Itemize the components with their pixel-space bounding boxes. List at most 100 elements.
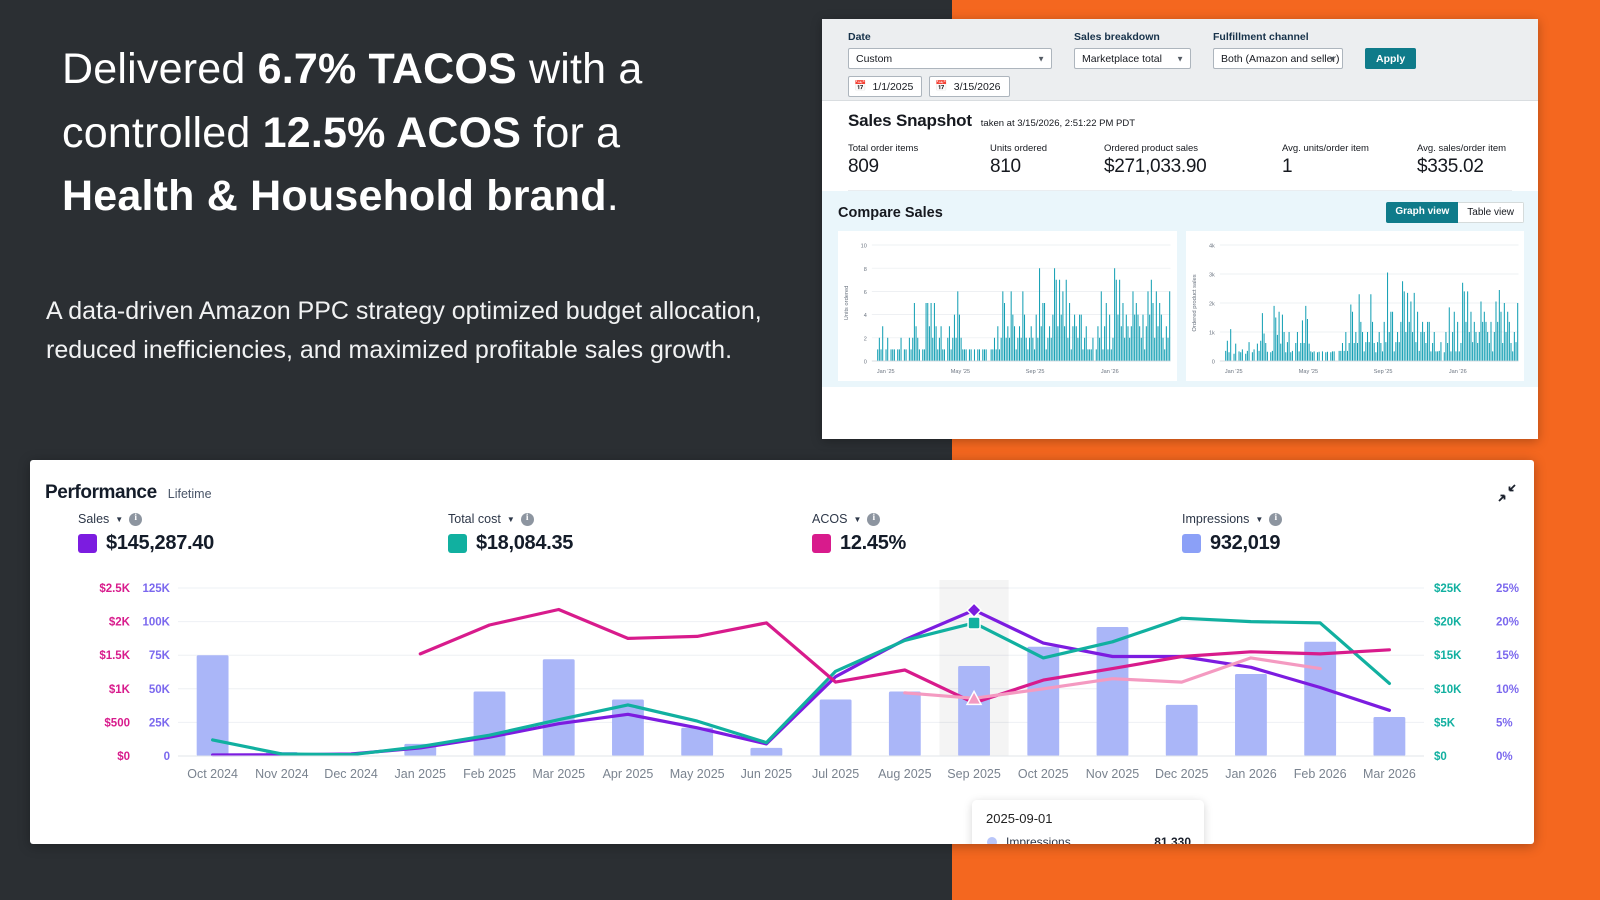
svg-text:Jan '25: Jan '25 [1224,369,1242,375]
kpi-label[interactable]: ACOS [812,512,848,526]
x-axis-tick-label: Nov 2024 [255,767,309,781]
svg-text:$0: $0 [1434,751,1447,763]
svg-text:25K: 25K [149,717,171,729]
performance-range-label: Lifetime [167,487,212,501]
metric-label: Avg. sales/order item [1417,143,1507,154]
sales-breakdown-label: Sales breakdown [1074,31,1160,43]
svg-text:May '25: May '25 [951,369,970,375]
svg-text:$10K: $10K [1434,684,1462,696]
kpi-color-swatch [1182,534,1201,553]
units-ordered-chart[interactable]: 0 2 4 6 8 10 Units ordered Jan '25 May '25 Sep '2… [838,231,1177,381]
filter-bar: Date Custom ▼ 📅 1/1/2025 📅 3/15/2026 [822,19,1538,101]
fulfillment-channel-select[interactable]: Both (Amazon and seller) ▼ [1213,48,1343,69]
metric-value: $335.02 [1417,156,1484,177]
x-axis-tick-label: Jul 2025 [812,767,859,781]
snapshot-metric: Avg. sales/order item $335.02 [1417,143,1506,178]
svg-text:Jan '25: Jan '25 [877,369,895,375]
chevron-down-icon: ▼ [1037,54,1045,63]
metric-value: 1 [1282,156,1293,177]
chevron-down-icon: ▼ [1328,54,1336,63]
kpi-color-swatch [812,534,831,553]
svg-text:75K: 75K [149,650,171,662]
svg-text:8: 8 [864,267,867,273]
performance-header: Performance Lifetime [30,460,1534,504]
ordered-product-sales-chart[interactable]: 0 1k 2k 3k 4k Ordered product sales Jan '25 May… [1185,231,1524,381]
kpi-label[interactable]: Total cost [448,512,501,526]
svg-text:4k: 4k [1208,244,1214,250]
info-icon[interactable]: i [1269,512,1283,526]
start-date-input[interactable]: 📅 1/1/2025 [848,76,923,97]
info-icon[interactable]: i [867,512,881,526]
headline-text: for a [521,108,621,157]
headline-text: with a controlled [62,45,643,157]
tooltip-marker-icon [986,837,998,844]
kpi-impressions: Impressions ▼ i 932,019 [1182,512,1283,555]
svg-text:Units ordered: Units ordered [844,286,850,321]
kpi-label[interactable]: Sales [78,512,110,526]
svg-text:100K: 100K [143,617,171,629]
headline-emphasis: 6.7% TACOS [257,45,517,93]
snapshot-metric: Avg. units/order item 1 [1282,143,1417,178]
svg-text:$1K: $1K [109,684,131,696]
x-axis-tick-label: Mar 2026 [1363,767,1416,781]
svg-text:125K: 125K [143,583,171,595]
performance-chart[interactable]: $0 $500 $1K $1.5K $2K $2.5K 0 25K 50K 75K 100K 125K… [30,574,1534,844]
apply-button[interactable]: Apply [1365,48,1417,69]
tooltip-series-name: Impressions [1006,835,1071,844]
info-icon[interactable]: i [129,512,143,526]
info-icon[interactable]: i [520,512,534,526]
compare-sales-header: Compare Sales Graph view Table view [838,202,1524,223]
compare-sales-section: Compare Sales Graph view Table view 0 2 4 6… [822,191,1538,387]
svg-text:Ordered product sales: Ordered product sales [1191,274,1197,331]
calendar-icon: 📅 [935,80,948,92]
kpi-color-swatch [448,534,467,553]
headline-emphasis: Health & Household brand [62,172,607,221]
end-date-value: 3/15/2026 [953,80,1001,93]
performance-panel: Performance Lifetime Sales ▼ i $145,287.40 T… [30,460,1534,844]
sales-breakdown-group: Sales breakdown Marketplace total ▼ [1074,31,1191,69]
svg-text:Jan '26: Jan '26 [1448,369,1466,375]
metric-value: 810 [990,156,1021,177]
snapshot-title: Sales Snapshot [848,111,972,130]
svg-text:$1.5K: $1.5K [99,650,130,662]
svg-text:$0: $0 [117,751,130,763]
x-axis-tick-label: Nov 2025 [1086,767,1140,781]
svg-text:$2K: $2K [109,617,131,629]
metric-label: Ordered product sales [1104,143,1198,154]
svg-text:1k: 1k [1208,331,1214,337]
x-axis-tick-label: Apr 2025 [603,767,654,781]
kpi-label[interactable]: Impressions [1182,512,1250,526]
compare-sales-title: Compare Sales [838,204,943,221]
end-date-input[interactable]: 📅 3/15/2026 [929,76,1010,97]
chevron-down-icon[interactable]: ▼ [506,514,515,524]
seller-central-card: Date Custom ▼ 📅 1/1/2025 📅 3/15/2026 [822,19,1538,439]
metric-label: Units ordered [990,143,1048,154]
chevron-down-icon[interactable]: ▼ [115,514,124,524]
calendar-icon: 📅 [854,80,867,92]
kpi-value: 932,019 [1210,532,1281,554]
table-view-tab[interactable]: Table view [1458,202,1524,223]
chevron-down-icon[interactable]: ▼ [1255,514,1264,524]
headline-text: . [606,172,619,221]
sales-breakdown-select[interactable]: Marketplace total ▼ [1074,48,1191,69]
chart-tooltip: 2025-09-01 Impressions81,330Sales$21,706… [972,800,1204,844]
x-axis-tick-label: Dec 2024 [324,767,378,781]
svg-text:$15K: $15K [1434,650,1462,662]
page-title: Delivered 6.7% TACOS with a controlled 1… [62,38,762,229]
svg-text:$20K: $20K [1434,617,1462,629]
date-preset-select[interactable]: Custom ▼ [848,48,1052,69]
snapshot-metric: Ordered product sales $271,033.90 [1104,143,1282,178]
chevron-down-icon[interactable]: ▼ [853,514,862,524]
date-filter-group: Date Custom ▼ 📅 1/1/2025 📅 3/15/2026 [848,31,1052,97]
collapse-arrows-icon[interactable] [1498,484,1516,502]
x-axis-tick-label: May 2025 [670,767,725,781]
kpi-sales: Sales ▼ i $145,287.40 [78,512,214,555]
graph-view-tab[interactable]: Graph view [1386,202,1459,223]
x-axis-tick-label: Feb 2025 [463,767,516,781]
date-range-row: 📅 1/1/2025 📅 3/15/2026 [848,76,1052,97]
date-preset-value: Custom [856,52,893,65]
headline-emphasis: 12.5% ACOS [262,108,522,157]
snapshot-metrics: Total order items 809 Units ordered 810 Orde… [848,143,1512,191]
x-axis-tick-label: Oct 2024 [187,767,238,781]
